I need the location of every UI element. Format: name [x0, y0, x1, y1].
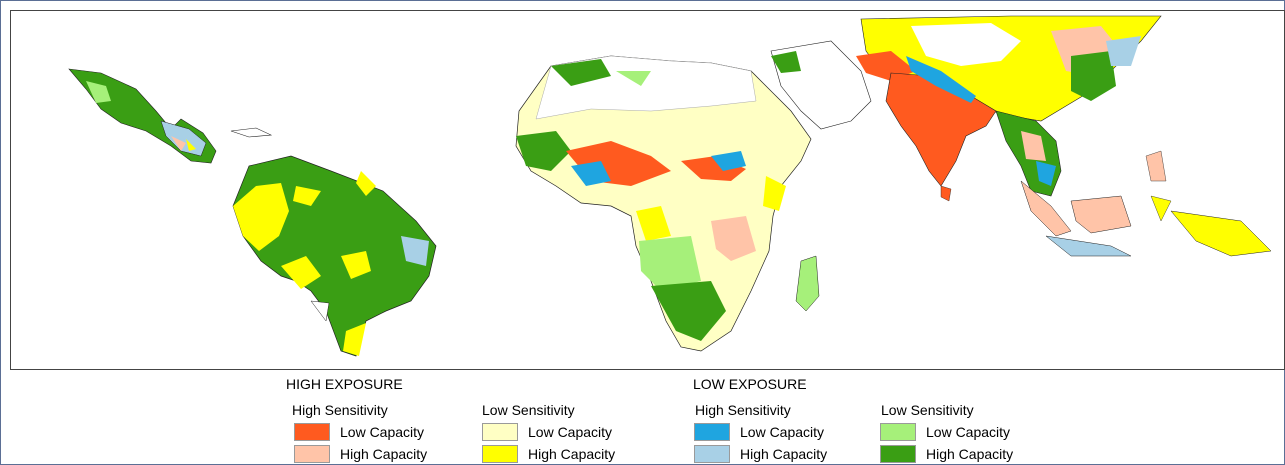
region-southeast-asia: [995, 110, 1272, 257]
map-svg: [68, 15, 1272, 357]
region-asia: [856, 15, 1162, 122]
region-africa: [515, 55, 820, 352]
region-middle-east: [770, 40, 872, 130]
region-india: [885, 56, 997, 202]
region-south-america: [232, 155, 437, 357]
region-central-america: [68, 68, 273, 164]
world-map: [10, 10, 1285, 370]
